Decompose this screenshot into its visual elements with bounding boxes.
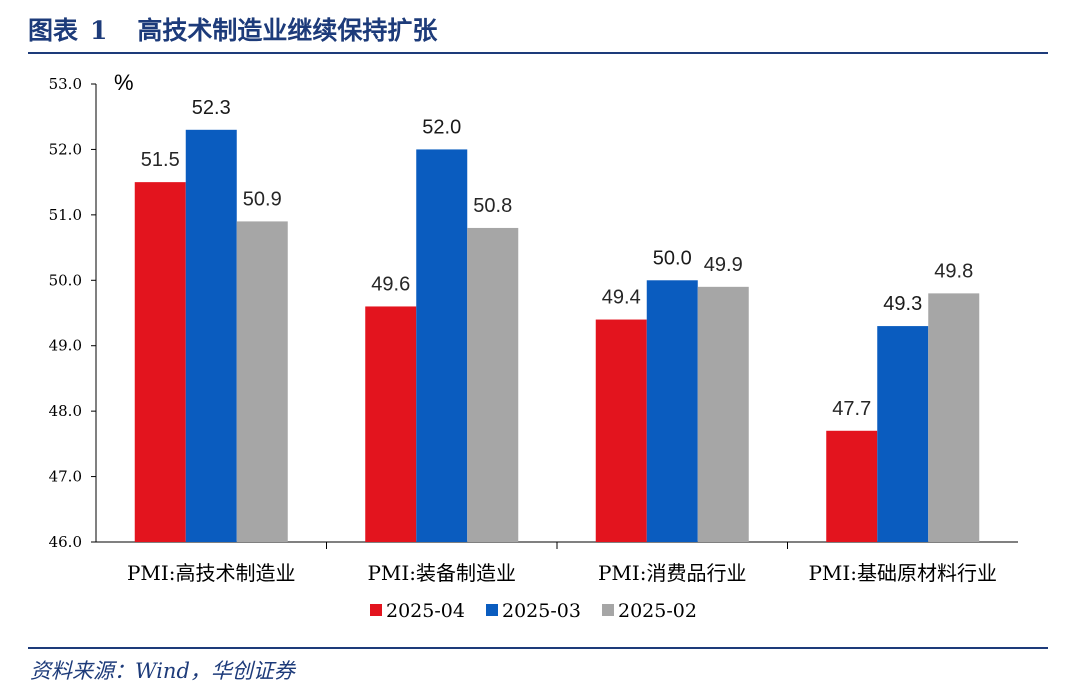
y-tick-label: 46.0 bbox=[49, 533, 82, 551]
y-tick-label: 53.0 bbox=[49, 75, 82, 93]
y-tick-label: 47.0 bbox=[49, 468, 82, 486]
legend-label: 2025-03 bbox=[502, 600, 581, 622]
data-labels: 51.5 52.3 50.9 49.6 52.0 50.8 49.4 50.0 49.9 47.7… bbox=[141, 97, 973, 420]
data-label: 52.3 bbox=[192, 97, 231, 119]
bar bbox=[877, 326, 929, 542]
bar bbox=[826, 430, 878, 542]
data-label: 49.6 bbox=[371, 273, 410, 295]
x-category-label: PMI:基础原材料行业 bbox=[808, 561, 997, 585]
footer-rule bbox=[28, 647, 1048, 649]
source-note: 资料来源：Wind，华创证券 bbox=[30, 659, 295, 683]
data-label: 50.8 bbox=[473, 195, 512, 217]
legend: 2025-04 2025-03 2025-02 bbox=[370, 600, 697, 622]
bar bbox=[134, 182, 186, 542]
data-label: 49.3 bbox=[883, 293, 922, 315]
bar bbox=[236, 221, 288, 542]
data-label: 49.4 bbox=[602, 287, 641, 309]
x-category-label: PMI:高技术制造业 bbox=[127, 561, 296, 585]
data-label: 50.0 bbox=[653, 247, 692, 269]
data-label: 49.9 bbox=[704, 254, 743, 276]
y-tick-label: 48.0 bbox=[49, 402, 82, 420]
legend-swatch bbox=[602, 604, 614, 616]
data-label: 51.5 bbox=[141, 149, 180, 171]
legend-label: 2025-02 bbox=[618, 600, 697, 622]
y-tick-label: 51.0 bbox=[49, 206, 82, 224]
bar-chart: 46.0 47.0 48.0 49.0 50.0 51.0 52.0 53.0% PMI:高技… bbox=[49, 70, 1018, 622]
y-tick-label: 50.0 bbox=[49, 271, 82, 289]
y-tick-label: 52.0 bbox=[49, 140, 82, 158]
figure-number: 1 bbox=[90, 16, 108, 45]
legend-swatch bbox=[486, 604, 498, 616]
y-axis: 46.0 47.0 48.0 49.0 50.0 51.0 52.0 53.0% bbox=[49, 70, 134, 551]
data-label: 50.9 bbox=[243, 188, 282, 210]
x-axis: PMI:高技术制造业 PMI:装备制造业 PMI:消费品行业 PMI:基础原材料行业 bbox=[96, 541, 1018, 585]
title-rule bbox=[28, 52, 1048, 54]
bar bbox=[595, 319, 647, 542]
bar bbox=[928, 293, 980, 542]
legend-swatch bbox=[370, 604, 382, 616]
bars bbox=[134, 129, 980, 543]
bar bbox=[697, 286, 749, 542]
bar bbox=[646, 280, 698, 542]
figure-title-text: 高技术制造业继续保持扩张 bbox=[137, 16, 438, 45]
bar bbox=[185, 129, 237, 543]
x-category-label: PMI:装备制造业 bbox=[367, 561, 516, 585]
figure-title: 图表 1 高技术制造业继续保持扩张 bbox=[28, 14, 437, 48]
y-axis-unit: % bbox=[114, 70, 134, 95]
data-label: 49.8 bbox=[934, 260, 973, 282]
legend-label: 2025-04 bbox=[386, 600, 465, 622]
x-category-label: PMI:消费品行业 bbox=[598, 561, 747, 585]
bar bbox=[467, 227, 519, 542]
y-tick-label: 49.0 bbox=[49, 337, 82, 355]
bar bbox=[416, 149, 468, 542]
figure-label: 图表 bbox=[28, 16, 79, 45]
data-label: 52.0 bbox=[422, 116, 461, 138]
bar bbox=[365, 306, 417, 542]
data-label: 47.7 bbox=[832, 398, 871, 420]
